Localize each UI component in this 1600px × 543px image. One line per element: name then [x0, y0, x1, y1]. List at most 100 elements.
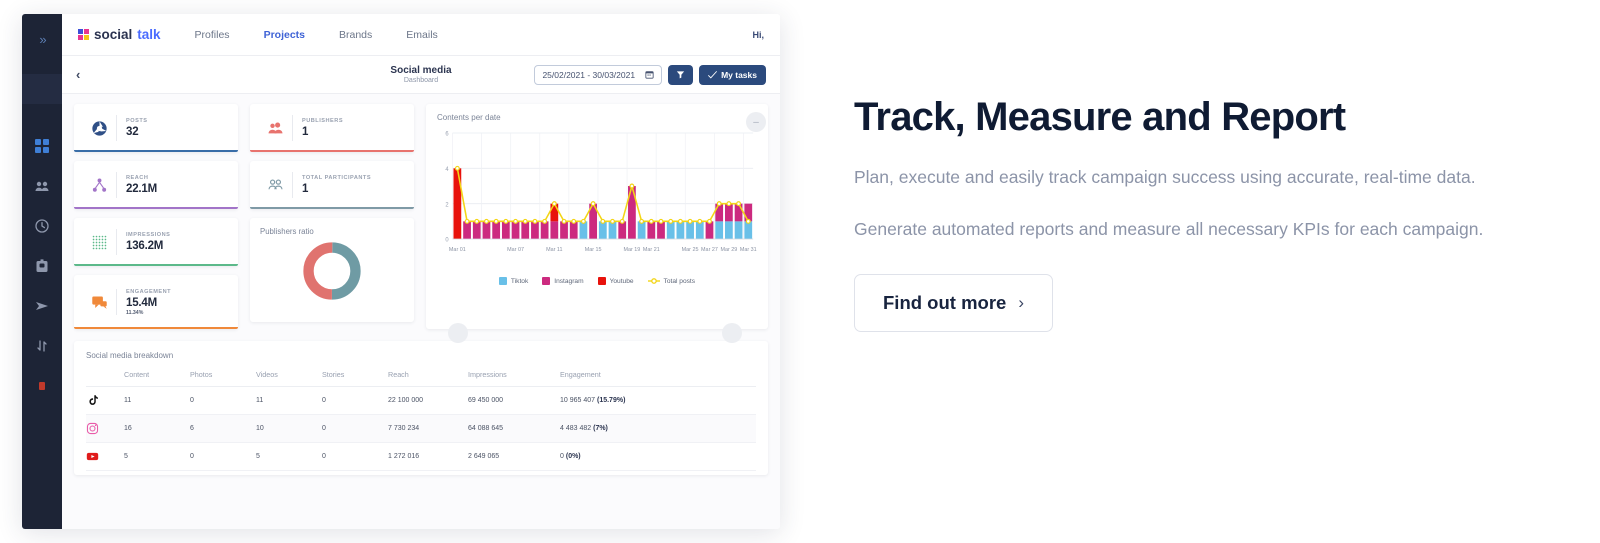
social-media-breakdown-card: Social media breakdown Content Photos Vi… [74, 341, 768, 475]
kpi-card-reach[interactable]: REACH 22.1M [74, 161, 238, 209]
sidebar-expand-button[interactable]: » [22, 28, 62, 50]
filter-button[interactable] [668, 64, 694, 85]
find-out-more-button[interactable]: Find out more › [854, 274, 1053, 333]
sidebar-item-clock[interactable] [34, 218, 50, 234]
col-engagement: Engagement [560, 366, 756, 387]
publishers-icon [260, 120, 290, 137]
legend-item-youtube[interactable]: Youtube [597, 277, 634, 285]
engagement-value: 4 483 482 [560, 425, 592, 432]
brand-logo[interactable]: social talk [78, 27, 161, 42]
kpi-accent-bar [74, 263, 238, 266]
chart-collapse-button[interactable]: – [746, 112, 766, 132]
legend-label-youtube: Youtube [609, 277, 634, 285]
back-button[interactable]: ‹ [76, 67, 81, 82]
sidebar-item-briefcase[interactable] [34, 258, 50, 274]
publishers-ratio-card: Publishers ratio [250, 218, 414, 322]
chevron-double-right-icon: » [39, 31, 46, 47]
photos-cell: 0 [190, 386, 256, 415]
svg-text:Mar 07: Mar 07 [507, 247, 524, 253]
kpi-card-publishers[interactable]: PUBLISHERS 1 [250, 104, 414, 152]
legend-swatch-total-posts [647, 277, 660, 285]
kpi-label: PUBLISHERS [302, 118, 344, 124]
table-header-row: Content Photos Videos Stories Reach Impr… [86, 366, 756, 387]
svg-text:Mar 19: Mar 19 [623, 247, 640, 253]
app-sidebar: » [22, 14, 62, 529]
breakdown-table: Content Photos Videos Stories Reach Impr… [86, 366, 756, 471]
videos-cell: 11 [256, 386, 322, 415]
legend-item-total-posts[interactable]: Total posts [647, 277, 695, 285]
engagement-cell: 10 965 407 (15.79%) [560, 386, 756, 415]
chart-prev-button[interactable] [448, 323, 468, 343]
nav-item-brands[interactable]: Brands [339, 28, 373, 41]
marketing-section: Track, Measure and Report Plan, execute … [854, 95, 1554, 333]
table-row[interactable]: 5 0 5 0 1 272 016 2 649 065 0 (0%) [86, 442, 756, 471]
nav-item-emails[interactable]: Emails [406, 28, 438, 41]
reach-cell: 1 272 016 [388, 442, 468, 471]
col-platform [86, 366, 124, 387]
nav-item-profiles[interactable]: Profiles [194, 28, 230, 41]
kpi-value: 1 [302, 183, 309, 195]
sidebar-item-sync[interactable] [34, 338, 50, 354]
contents-per-date-card: Contents per date – 0 2 4 6 Mar 01 Mar 07 Mar … [426, 104, 768, 343]
engagement-cell: 0 (0%) [560, 442, 756, 471]
calendar-icon [645, 70, 654, 79]
kpi-label: REACH [126, 175, 149, 181]
app-mockup: » [22, 14, 780, 529]
kpi-accent-bar [74, 149, 238, 152]
svg-text:Mar 29: Mar 29 [720, 247, 737, 253]
svg-text:6: 6 [445, 132, 449, 138]
legend-swatch-instagram [542, 277, 551, 285]
page-headline: Track, Measure and Report [854, 95, 1346, 139]
reach-cell: 7 730 234 [388, 414, 468, 443]
kpi-subvalue: 11.34% [126, 309, 144, 316]
impressions-cell: 69 450 000 [468, 386, 560, 415]
date-range-value: 25/02/2021 - 30/03/2021 [542, 69, 636, 80]
instagram-icon [86, 422, 99, 435]
table-row[interactable]: 16 6 10 0 7 730 234 64 088 645 4 483 482… [86, 414, 756, 443]
nav-item-projects[interactable]: Projects [263, 28, 305, 41]
date-range-picker[interactable]: 25/02/2021 - 30/03/2021 [534, 64, 663, 85]
kpi-label: TOTAL PARTICIPANTS [302, 175, 372, 181]
engagement-value: 10 965 407 [560, 397, 596, 404]
find-out-more-label: Find out more [883, 292, 1007, 314]
app-subheader: ‹ Social media Dashboard 25/02/2021 - 30… [62, 56, 780, 94]
sidebar-item-people[interactable] [34, 178, 50, 194]
content-cell: 5 [124, 442, 190, 471]
kpi-label: ENGAGEMENT [126, 288, 172, 295]
stories-cell: 0 [322, 414, 388, 443]
svg-text:0: 0 [445, 238, 449, 244]
kpi-label: POSTS [126, 118, 148, 124]
my-tasks-button[interactable]: My tasks [699, 64, 766, 85]
sidebar-item-record[interactable] [34, 378, 50, 394]
sidebar-item-grid[interactable] [34, 138, 50, 154]
kpi-column-primary: POSTS 32 REACH 22. [74, 104, 238, 329]
contents-per-date-chart: 0 2 4 6 Mar 01 Mar 07 Mar 11 Mar 15 Mar 19 Mar 21… [445, 132, 757, 253]
kpi-value: 136.2M [126, 240, 164, 252]
stories-cell: 0 [322, 386, 388, 415]
kpi-card-engagement[interactable]: ENGAGEMENT 15.4M 11.34% [74, 275, 238, 329]
legend-item-instagram[interactable]: Instagram [542, 277, 584, 285]
kpi-card-posts[interactable]: POSTS 32 [74, 104, 238, 152]
sidebar-item-send[interactable] [34, 298, 50, 314]
marketing-paragraph-2: Generate automated reports and measure a… [854, 219, 1484, 240]
chart-plot-area: 0 2 4 6 Mar 01 Mar 07 Mar 11 Mar 15 Mar 19 Mar 21… [437, 127, 757, 255]
legend-item-tiktok[interactable]: Tiktok [498, 277, 528, 285]
chart-next-button[interactable] [722, 323, 742, 343]
kpi-accent-bar [74, 206, 238, 209]
engagement-percent: (15.79%) [597, 397, 626, 404]
photos-cell: 6 [190, 414, 256, 443]
kpi-card-impressions[interactable]: IMPRESSIONS 136.2M [74, 218, 238, 266]
publishers-ratio-title: Publishers ratio [260, 227, 314, 236]
content-cell: 16 [124, 414, 190, 443]
legend-swatch-tiktok [498, 277, 507, 285]
photos-cell: 0 [190, 442, 256, 471]
svg-text:Mar 31: Mar 31 [740, 247, 757, 253]
chart-collapse-label: – [753, 116, 759, 128]
user-greeting[interactable]: Hi, [752, 29, 764, 40]
network-icon [84, 177, 114, 194]
col-content: Content [124, 366, 190, 387]
kpi-card-participants[interactable]: TOTAL PARTICIPANTS 1 [250, 161, 414, 209]
brand-name-second: talk [137, 27, 161, 42]
svg-text:Mar 15: Mar 15 [585, 247, 602, 253]
table-row[interactable]: 11 0 11 0 22 100 000 69 450 000 10 965 4… [86, 386, 756, 415]
